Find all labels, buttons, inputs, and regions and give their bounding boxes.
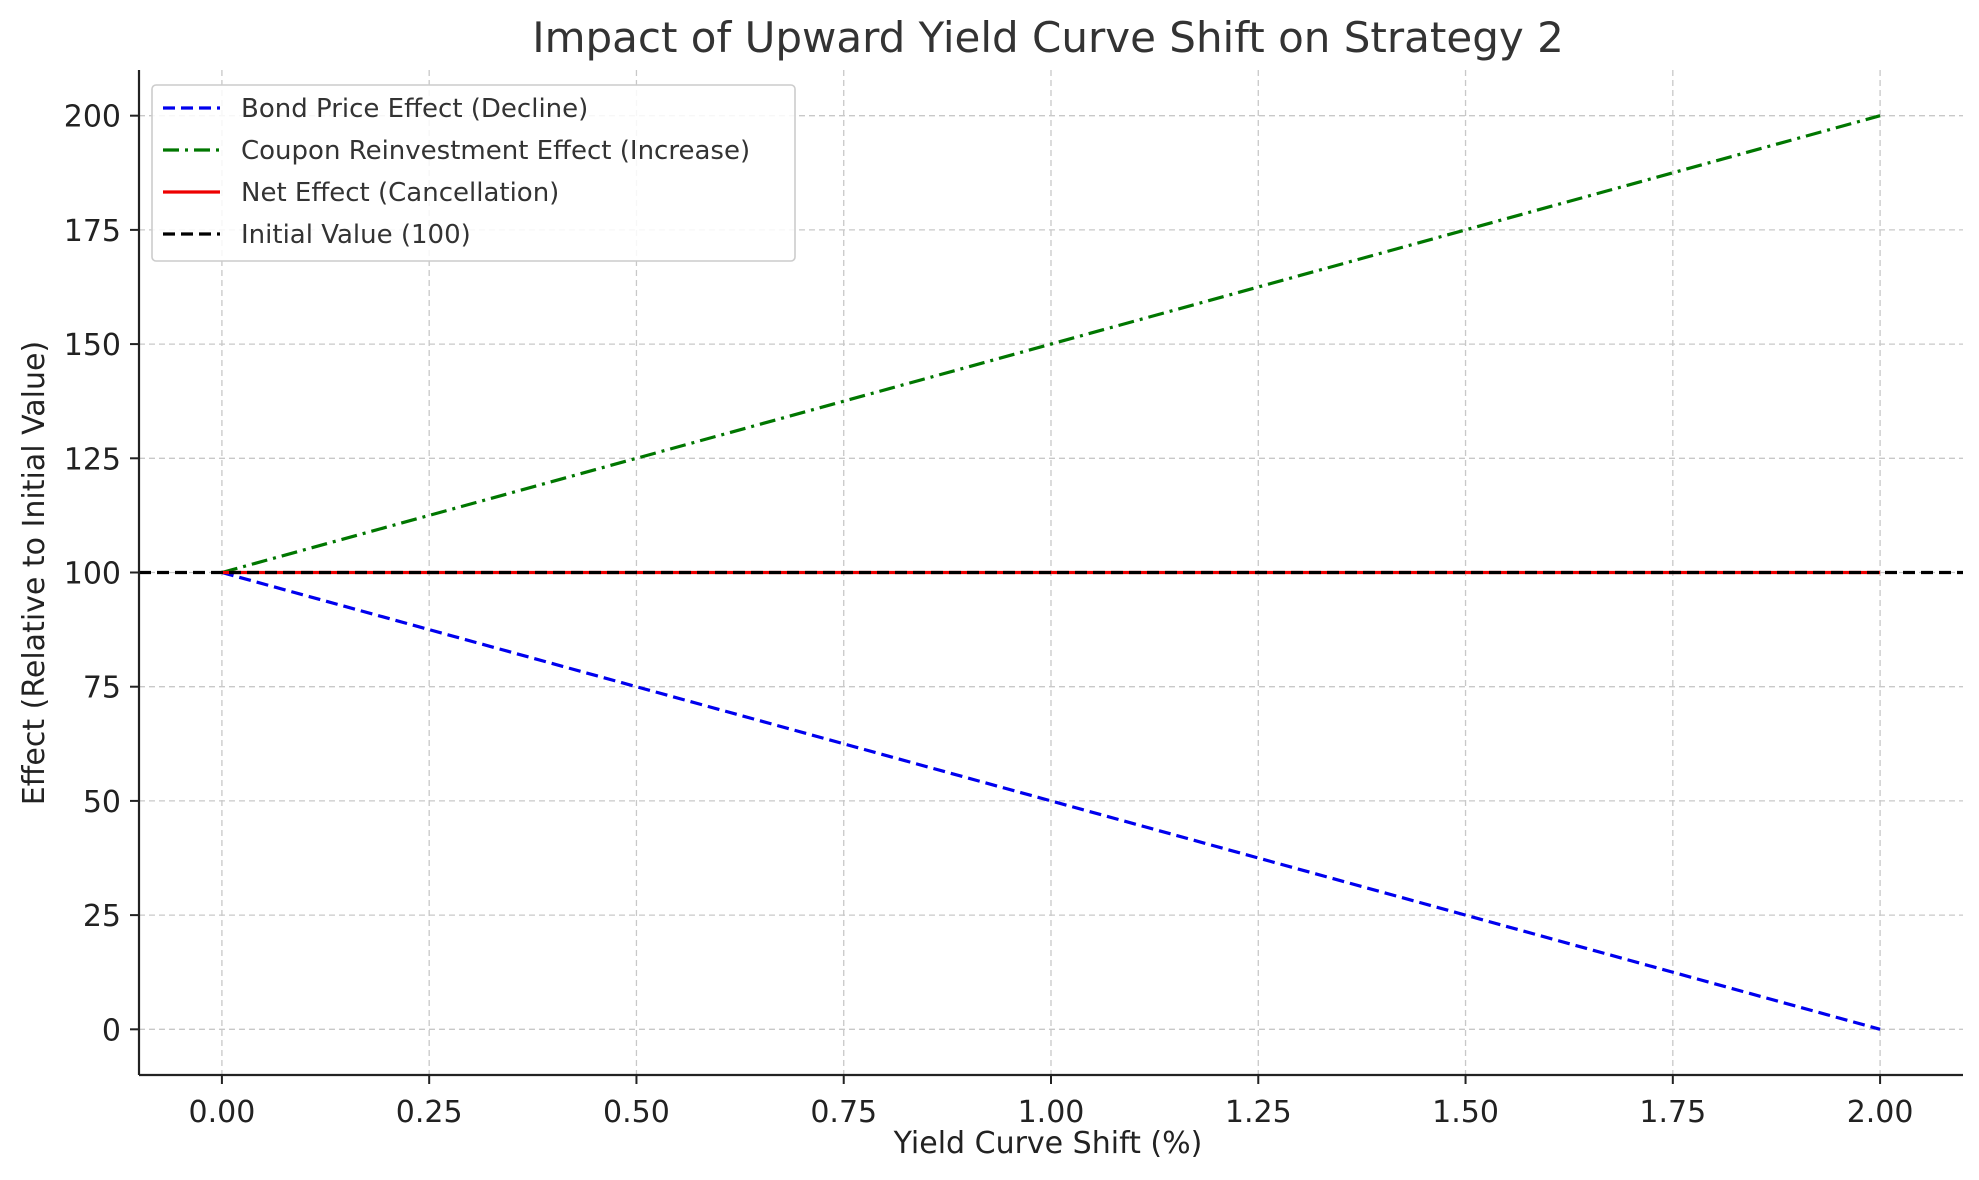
y-tick-label: 175: [64, 214, 121, 249]
legend-box: [151, 84, 796, 262]
y-tick-label: 150: [64, 328, 121, 363]
x-tick-label: 0.50: [603, 1095, 670, 1130]
y-ticks: 0 25 50 75 100 125 150 175 200: [64, 100, 139, 1048]
y-tick-label: 125: [64, 442, 121, 477]
legend-label: Coupon Reinvestment Effect (Increase): [241, 136, 750, 166]
chart-title: Impact of Upward Yield Curve Shift on St…: [532, 13, 1564, 62]
legend-label: Bond Price Effect (Decline): [241, 94, 588, 124]
y-tick-label: 200: [64, 100, 121, 135]
x-tick-label: 0.25: [396, 1095, 463, 1130]
series-line: [221, 570, 1881, 1031]
x-ticks: 0.00 0.25 0.50 0.75 1.00 1.25 1.50 1.75 2.00: [189, 1075, 1914, 1130]
y-axis-title: Effect (Relative to Initial Value): [17, 341, 52, 805]
x-tick-label: 1.00: [1018, 1095, 1085, 1130]
x-tick-label: 1.75: [1639, 1095, 1706, 1130]
x-tick-label: 1.50: [1432, 1095, 1499, 1130]
series-layer: [139, 114, 1963, 1031]
x-tick-label: 1.25: [1225, 1095, 1292, 1130]
x-tick-label: 0.75: [810, 1095, 877, 1130]
legend: Bond Price Effect (Decline) Coupon Reinve…: [151, 84, 796, 262]
x-axis-title: Yield Curve Shift (%): [893, 1126, 1203, 1161]
series-line: [221, 114, 1881, 575]
legend-label: Initial Value (100): [241, 220, 471, 250]
x-tick-label: 2.00: [1847, 1095, 1914, 1130]
y-tick-label: 25: [83, 899, 121, 934]
y-tick-label: 75: [83, 671, 121, 706]
x-tick-label: 0.00: [189, 1095, 256, 1130]
y-tick-label: 100: [64, 557, 121, 592]
legend-label: Net Effect (Cancellation): [241, 178, 559, 208]
y-tick-label: 50: [83, 785, 121, 820]
y-tick-label: 0: [102, 1013, 121, 1048]
